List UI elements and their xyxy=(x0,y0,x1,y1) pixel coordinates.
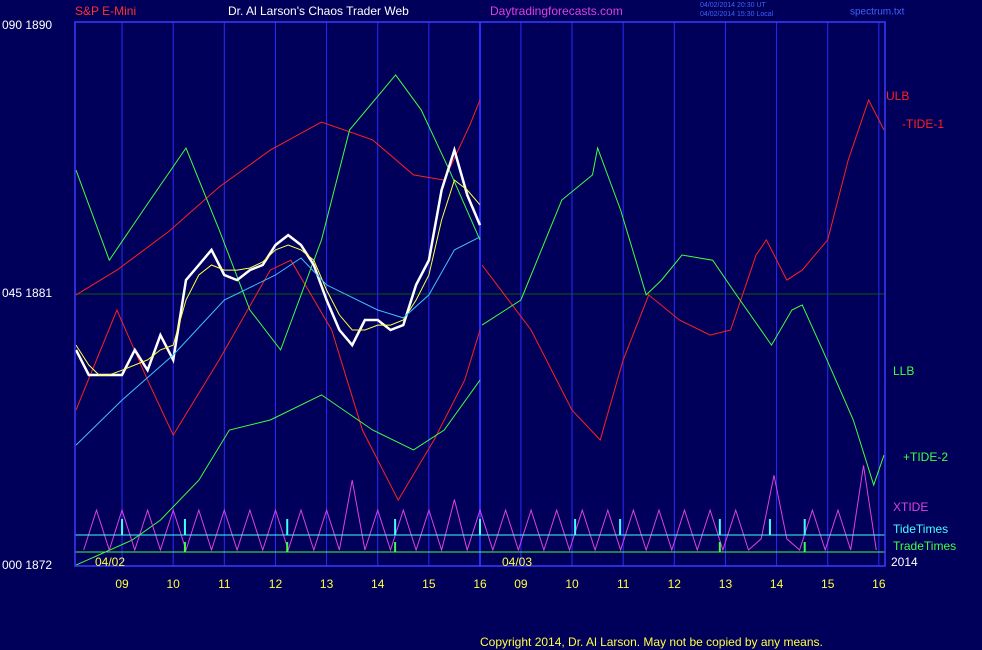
series-line xyxy=(75,179,481,376)
x-tick-label: 16 xyxy=(473,577,487,591)
instrument: S&P E-Mini xyxy=(75,4,136,18)
x-tick-label: 15 xyxy=(422,577,436,591)
x-tick-label: 13 xyxy=(719,577,733,591)
y-tick-label: 090 1890 xyxy=(2,18,52,32)
day-label: 04/02 xyxy=(95,555,125,569)
x-tick-label: 11 xyxy=(617,577,630,591)
legend-label: LLB xyxy=(893,364,914,378)
series-line xyxy=(75,379,481,566)
legend-label: TradeTimes xyxy=(893,539,956,553)
x-tick-label: 13 xyxy=(320,577,334,591)
time-local: 04/02/2014 15:30 Local xyxy=(700,11,774,18)
legend-label: TideTimes xyxy=(893,522,948,536)
legend-label: XTIDE xyxy=(893,500,928,514)
year-label: 2014 xyxy=(891,555,918,569)
x-tick-label: 11 xyxy=(218,577,231,591)
x-tick-label: 16 xyxy=(872,577,886,591)
legend-label: -TIDE-1 xyxy=(902,117,944,131)
y-tick-label: 045 1881 xyxy=(2,286,52,300)
day-label: 04/03 xyxy=(502,555,532,569)
x-tick-label: 09 xyxy=(514,577,528,591)
plot-frame xyxy=(74,21,886,567)
site: Daytradingforecasts.com xyxy=(490,4,623,18)
x-tick-label: 14 xyxy=(770,577,784,591)
series-line xyxy=(75,74,885,487)
series-line xyxy=(74,145,482,377)
time-ut: 04/02/2014 20:30 UT xyxy=(700,2,766,9)
series-line xyxy=(75,98,885,502)
x-tick-label: 15 xyxy=(821,577,835,591)
x-tick-label: 12 xyxy=(668,577,682,591)
x-tick-label: 12 xyxy=(269,577,283,591)
series-line xyxy=(83,465,877,552)
footer: Copyright 2014, Dr. Al Larson. May not b… xyxy=(480,635,823,649)
legend-label: +TIDE-2 xyxy=(903,450,948,464)
x-tick-label: 14 xyxy=(371,577,385,591)
legend-label: ULB xyxy=(886,89,909,103)
chart-title: Dr. Al Larson's Chaos Trader Web xyxy=(228,4,409,18)
y-tick-label: 000 1872 xyxy=(2,558,52,572)
x-tick-label: 10 xyxy=(167,577,181,591)
file-name: spectrum.txt xyxy=(850,7,905,18)
x-tick-label: 10 xyxy=(565,577,579,591)
series-line xyxy=(75,236,481,446)
series-line xyxy=(75,99,481,296)
x-tick-label: 09 xyxy=(115,577,129,591)
